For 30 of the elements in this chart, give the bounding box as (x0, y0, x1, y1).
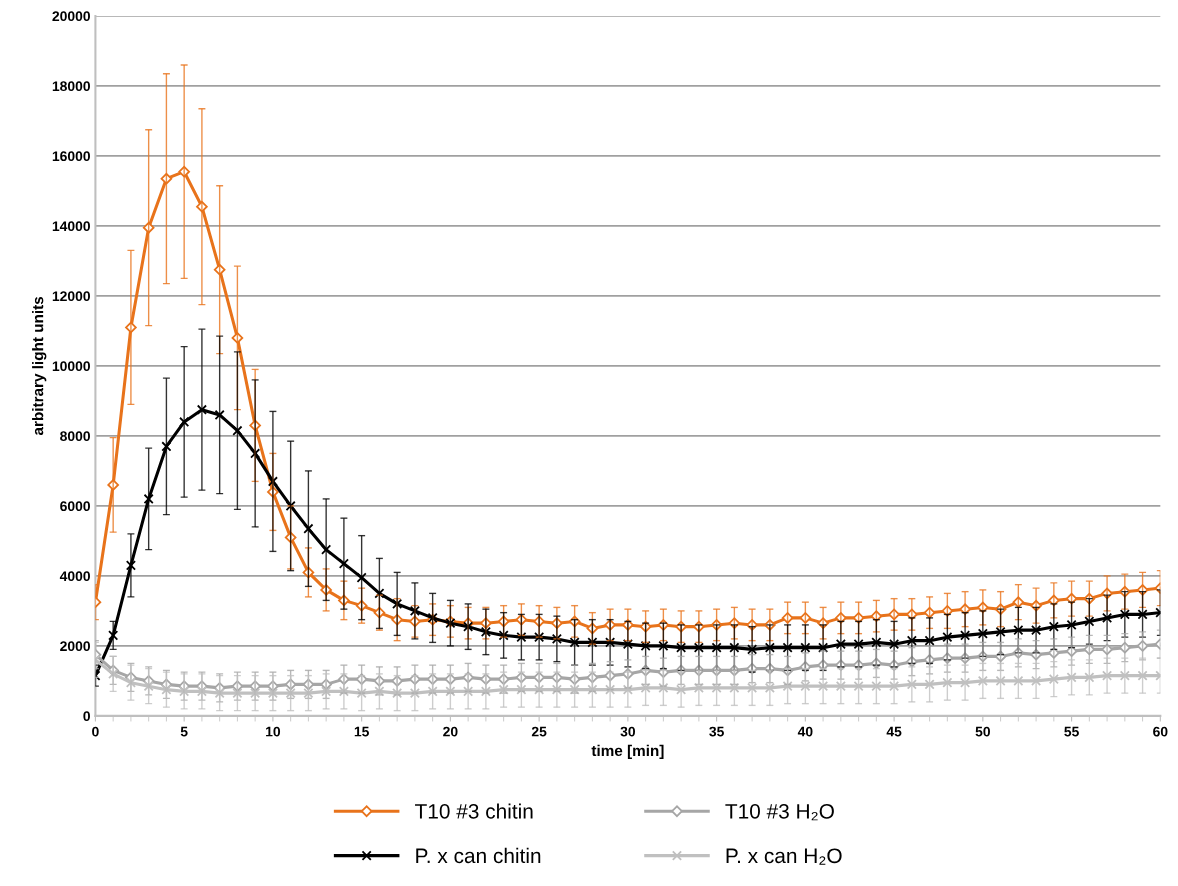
x-tick-label: 50 (975, 726, 990, 737)
y-tick-label: 14000 (52, 221, 90, 232)
x-tick-label: 55 (1064, 726, 1079, 737)
x-tick-label: 10 (266, 726, 281, 737)
x-tick-label: 15 (354, 726, 369, 737)
y-tick-label: 2000 (60, 641, 90, 652)
x-tick-label: 45 (886, 726, 902, 737)
x-tick-label: 25 (531, 726, 547, 737)
legend-label: P. x can H₂O (726, 848, 842, 865)
x-tick-label: 60 (1153, 726, 1168, 737)
x-tick-label: 0 (92, 726, 99, 737)
x-tick-label: 5 (180, 726, 188, 737)
x-tick-label: 35 (709, 726, 724, 737)
x-tick-label: 30 (620, 726, 636, 737)
x-tick-label: 40 (797, 726, 813, 737)
y-tick-label: 0 (83, 711, 90, 722)
y-tick-label: 6000 (60, 501, 90, 512)
y-tick-label: 4000 (59, 571, 90, 582)
y-tick-label: 20000 (52, 11, 90, 22)
legend-label: T10 #3 H₂O (725, 803, 834, 821)
y-tick-label: 10000 (52, 361, 90, 372)
y-tick-label: 8000 (60, 431, 90, 442)
legend-label: P. x can chitin (416, 847, 541, 864)
y-tick-label: 16000 (52, 151, 90, 162)
y-tick-label: 12000 (52, 291, 90, 302)
y-tick-label: 18000 (52, 81, 90, 92)
x-tick-label: 20 (443, 726, 458, 737)
y-axis-title: arbitrary light units (32, 296, 47, 436)
legend-label: T10 #3 chitin (415, 803, 533, 819)
x-axis-title: time [min] (591, 744, 664, 760)
